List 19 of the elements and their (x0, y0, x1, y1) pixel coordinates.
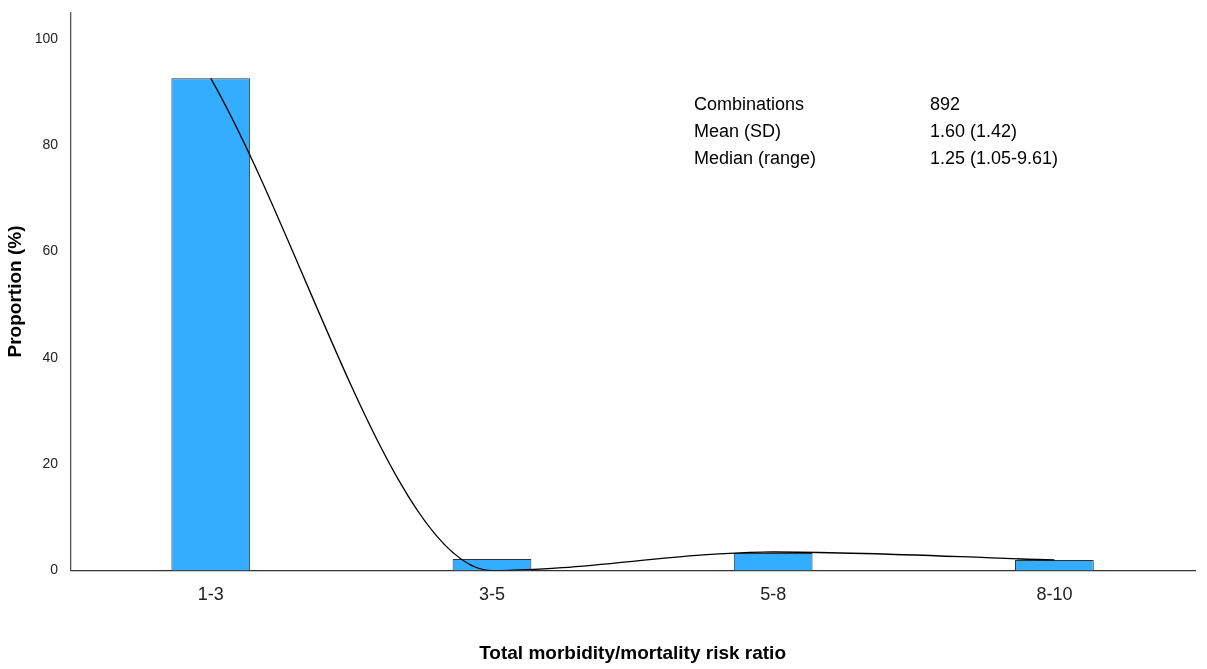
x-axis-title: Total morbidity/mortality risk ratio (479, 641, 787, 663)
y-tick-label: 0 (50, 561, 59, 578)
annotation: Median (range) (694, 147, 817, 168)
x-tick-label: 1-3 (197, 584, 224, 605)
y-tick-label: 80 (42, 136, 59, 153)
x-tick-label: 8-10 (1036, 584, 1073, 605)
y-tick-label: 100 (34, 29, 59, 46)
y-tick-label: 60 (42, 242, 59, 259)
y-axis-title: Proportion (%) (3, 225, 25, 358)
y-tick-label: 20 (42, 455, 59, 472)
annotation: 892 (930, 93, 961, 114)
annotation: Combinations (694, 93, 805, 114)
line-series (210, 77, 1056, 571)
y-tick-label: 40 (42, 348, 59, 365)
x-tick-label: 3-5 (478, 584, 505, 605)
annotation: 1.25 (1.05-9.61) (930, 147, 1059, 168)
annotation: 1.60 (1.42) (930, 120, 1018, 141)
x-tick-label: 5-8 (760, 584, 787, 605)
annotation: Mean (SD) (694, 120, 782, 141)
